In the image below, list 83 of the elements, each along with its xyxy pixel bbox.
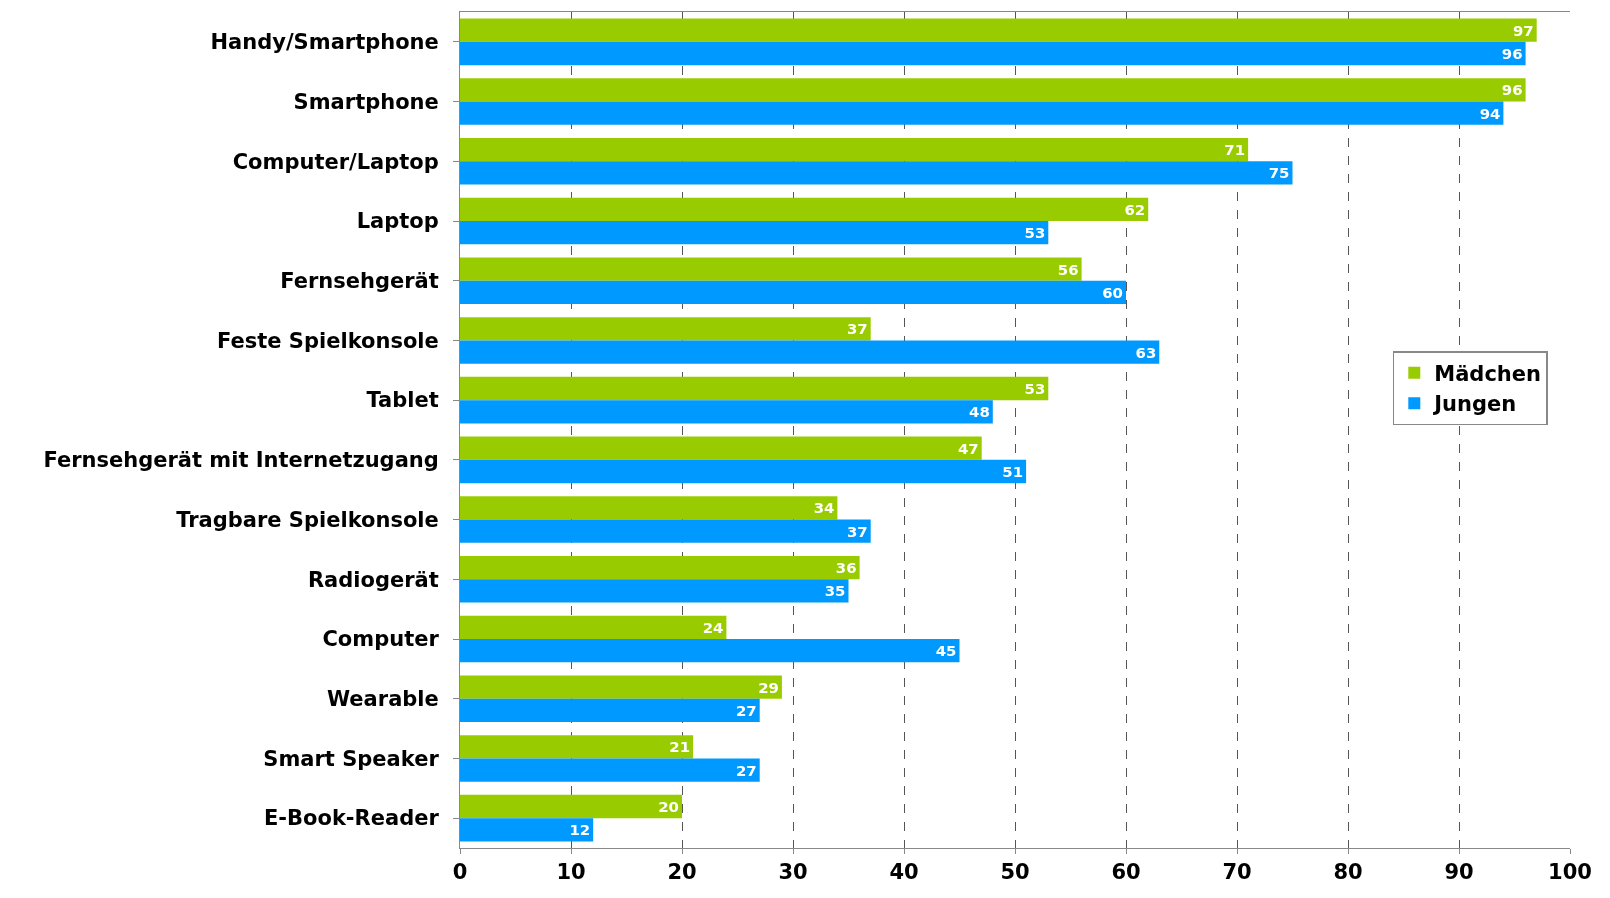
y-tick-label: Smartphone xyxy=(293,89,439,114)
x-tick-label: 10 xyxy=(556,860,586,885)
y-tick-label: Computer/Laptop xyxy=(232,149,439,174)
bar xyxy=(460,496,838,520)
data-label: 21 xyxy=(669,738,691,757)
x-tick-label: 30 xyxy=(778,860,808,885)
y-tick-label: Handy/Smartphone xyxy=(210,30,439,55)
bar xyxy=(460,317,871,341)
bar xyxy=(460,41,1526,66)
data-label: 24 xyxy=(702,618,724,637)
bar xyxy=(460,18,1537,42)
data-label: 34 xyxy=(813,499,835,518)
data-label: 63 xyxy=(1135,343,1157,362)
bar xyxy=(460,280,1126,304)
bar xyxy=(460,221,1049,245)
bar xyxy=(460,101,1504,125)
data-label: 36 xyxy=(835,559,857,578)
data-label: 29 xyxy=(758,678,779,697)
y-tick-label: Radiogerät xyxy=(307,567,439,592)
x-tick-label: 80 xyxy=(1333,860,1363,885)
bar xyxy=(460,735,694,759)
data-label: 96 xyxy=(1501,81,1523,100)
x-tick-label: 20 xyxy=(667,860,697,885)
y-tick-label: Fernsehgerät mit Internetzugang xyxy=(43,448,439,473)
x-tick-label: 40 xyxy=(889,860,919,885)
bar xyxy=(460,556,860,580)
bar xyxy=(460,257,1082,281)
x-tick-label: 90 xyxy=(1444,860,1474,885)
y-tick-label: E-Book-Reader xyxy=(263,806,440,831)
bar xyxy=(460,78,1526,102)
bar xyxy=(460,376,1049,401)
bar xyxy=(460,615,727,639)
data-label: 48 xyxy=(969,403,990,422)
bar xyxy=(460,794,682,819)
data-label: 94 xyxy=(1479,104,1501,123)
bar xyxy=(460,639,960,663)
x-tick-label: 0 xyxy=(452,860,468,885)
data-label: 53 xyxy=(1024,380,1046,398)
data-label: 53 xyxy=(1024,224,1046,243)
bar xyxy=(460,675,782,699)
bar xyxy=(460,579,849,603)
x-tick-label: 70 xyxy=(1222,860,1252,885)
data-label: 56 xyxy=(1057,260,1079,279)
bar xyxy=(460,161,1293,185)
data-label: 27 xyxy=(735,761,757,780)
y-tick-label: Tablet xyxy=(366,388,439,413)
bar xyxy=(460,698,760,722)
data-label: 62 xyxy=(1124,200,1146,219)
data-label: 20 xyxy=(658,798,679,816)
data-label: 75 xyxy=(1268,164,1290,183)
legend-label: Jungen xyxy=(1432,392,1517,417)
bar xyxy=(460,459,1027,484)
bar xyxy=(460,818,594,842)
y-tick-label: Tragbare Spielkonsole xyxy=(176,507,439,532)
data-label: 51 xyxy=(1002,463,1024,482)
data-label: 35 xyxy=(824,582,846,601)
legend-label: Mädchen xyxy=(1434,362,1541,387)
data-label: 60 xyxy=(1102,283,1123,302)
y-tick-label: Feste Spielkonsole xyxy=(217,328,439,353)
bar xyxy=(460,758,760,782)
data-label: 27 xyxy=(735,701,757,720)
data-label: 97 xyxy=(1512,21,1534,40)
bar xyxy=(460,519,871,543)
data-label: 45 xyxy=(935,642,957,661)
y-tick-label: Fernsehgerät xyxy=(280,269,439,294)
bar xyxy=(460,197,1149,221)
data-label: 12 xyxy=(569,821,591,840)
y-tick-label: Laptop xyxy=(356,209,439,234)
data-label: 37 xyxy=(846,320,868,339)
x-tick-label: 100 xyxy=(1548,860,1592,885)
data-label: 71 xyxy=(1224,141,1246,160)
bar xyxy=(460,400,993,424)
x-tick-label: 60 xyxy=(1111,860,1141,885)
data-label: 47 xyxy=(957,439,979,458)
x-tick-label: 50 xyxy=(1000,860,1030,885)
bar xyxy=(460,340,1160,364)
data-label: 96 xyxy=(1501,45,1523,64)
y-tick-label: Computer xyxy=(322,627,440,652)
data-label: 37 xyxy=(846,522,868,541)
bar xyxy=(460,138,1249,162)
y-tick-label: Wearable xyxy=(326,687,439,712)
y-tick-label: Smart Speaker xyxy=(263,746,440,771)
bar xyxy=(460,436,982,460)
